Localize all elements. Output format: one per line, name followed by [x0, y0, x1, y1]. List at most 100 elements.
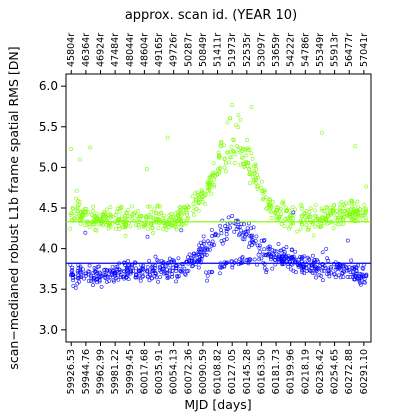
data-point [247, 181, 252, 186]
data-point [124, 210, 128, 215]
data-point [154, 211, 159, 216]
data-point [338, 267, 343, 272]
data-point [196, 249, 201, 254]
data-point [128, 269, 133, 274]
data-point [225, 260, 229, 265]
data-point [224, 232, 229, 237]
data-point [341, 274, 346, 279]
data-point [163, 263, 168, 268]
data-point [163, 270, 168, 275]
data-point [128, 271, 133, 276]
median-lines [66, 221, 371, 264]
data-point [260, 179, 264, 184]
data-point [305, 217, 309, 222]
data-point [96, 222, 101, 227]
data-point [230, 214, 235, 218]
data-point [328, 210, 333, 215]
data-point [74, 188, 79, 193]
data-point [191, 208, 196, 213]
data-point [156, 216, 161, 221]
data-point [249, 243, 254, 247]
data-point [211, 161, 216, 166]
x-tick-label: 60145.28 [242, 349, 253, 394]
data-point [190, 194, 195, 199]
data-point [91, 209, 95, 213]
data-point [201, 234, 206, 239]
top-tick-label: 46924r [96, 33, 107, 67]
data-point [264, 206, 269, 211]
data-point [194, 207, 199, 211]
data-point [158, 274, 163, 279]
data-point [146, 213, 151, 218]
data-point [230, 265, 235, 270]
data-point [69, 147, 74, 151]
data-point [274, 208, 279, 212]
data-point [344, 208, 349, 213]
data-point [339, 209, 344, 214]
x-axis: 59926.53 59944.76 59962.99 59981.22 59999.45… [66, 342, 370, 394]
data-point [222, 143, 227, 148]
data-point [320, 208, 325, 213]
data-point [253, 162, 258, 167]
data-point [171, 217, 176, 222]
data-point [205, 180, 210, 184]
data-point [281, 254, 285, 259]
data-point [325, 206, 329, 211]
data-point [75, 281, 80, 286]
data-point [222, 165, 227, 170]
data-point [326, 258, 331, 263]
data-point [364, 184, 369, 189]
data-point [240, 146, 245, 151]
data-point [168, 268, 172, 273]
data-point [218, 223, 222, 228]
data-point [267, 197, 272, 202]
data-point [320, 250, 325, 255]
data-point [345, 266, 350, 271]
x-tick-label: 60181.73 [271, 349, 282, 394]
data-point [130, 216, 135, 221]
data-point [293, 207, 298, 212]
data-point [191, 201, 196, 206]
data-point [328, 266, 333, 271]
data-point [122, 276, 127, 281]
data-point [356, 204, 360, 209]
data-point [137, 269, 142, 274]
data-point [114, 210, 119, 214]
data-point [288, 212, 293, 217]
data-point [250, 156, 255, 161]
data-point [113, 265, 118, 270]
x-tick-label: 60054.13 [169, 349, 180, 394]
data-point [199, 197, 204, 201]
data-point [355, 276, 360, 281]
data-point [216, 154, 221, 159]
data-point [270, 266, 275, 271]
top-tick-label: 45804r [66, 33, 77, 67]
data-point [232, 229, 237, 234]
data-point [256, 183, 261, 188]
data-point [350, 265, 355, 270]
data-point [328, 205, 333, 210]
data-point [287, 226, 291, 231]
data-point [68, 226, 73, 231]
data-point [138, 278, 143, 283]
data-point [161, 266, 165, 271]
data-point [332, 203, 337, 207]
data-point [250, 174, 255, 179]
data-point [361, 207, 366, 212]
data-point [281, 199, 286, 204]
data-point [327, 220, 332, 225]
data-point [213, 173, 218, 178]
data-point [235, 143, 239, 148]
y-tick-label: 3.5 [39, 282, 58, 296]
data-point [319, 130, 324, 135]
data-point [276, 241, 281, 246]
data-point [193, 197, 198, 202]
data-point [248, 171, 253, 176]
data-point [238, 117, 243, 122]
data-point [242, 222, 246, 227]
data-point [153, 266, 158, 270]
data-point [249, 239, 254, 244]
data-point [300, 270, 305, 275]
data-point [332, 272, 337, 277]
data-point [122, 269, 127, 274]
